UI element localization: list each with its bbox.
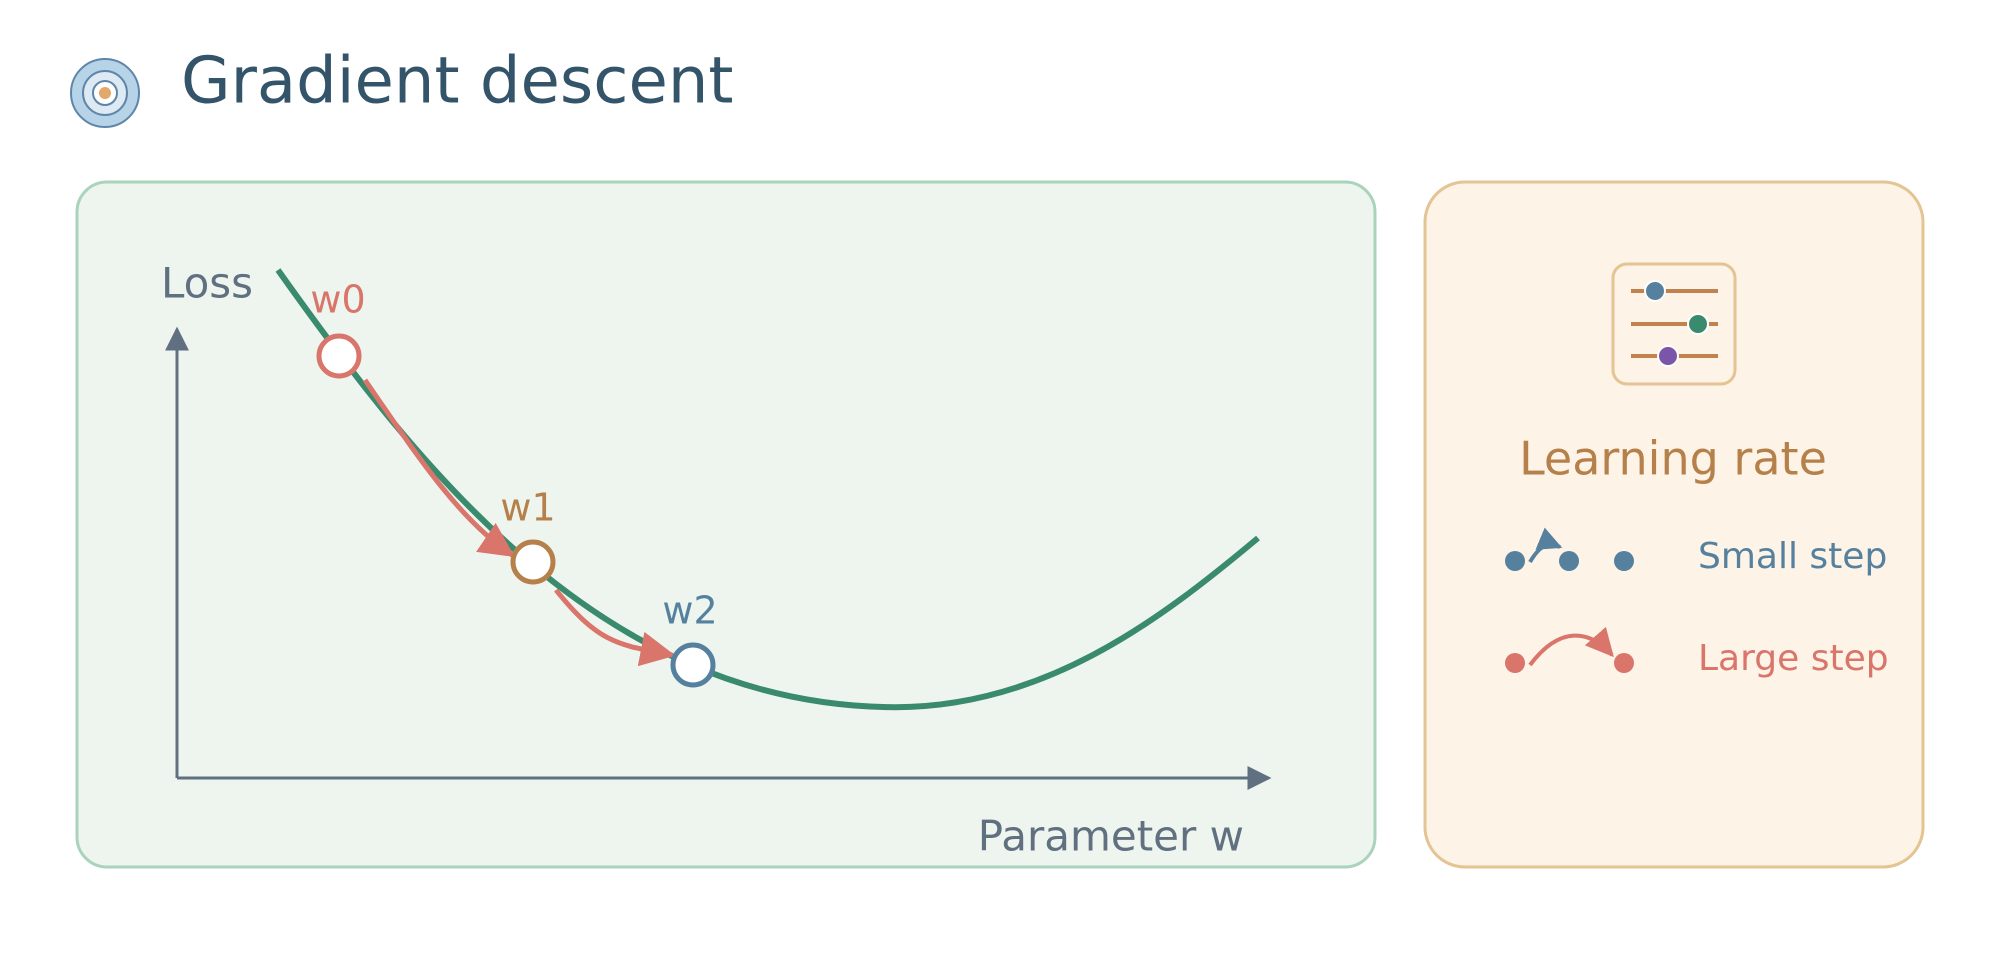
point-label: w0 (310, 278, 365, 322)
header-icon (70, 58, 140, 128)
large-step-icon (1505, 626, 1634, 673)
plot-panel (75, 180, 1377, 869)
x-axis-label: Parameter w (978, 812, 1244, 861)
point-label: w2 (662, 589, 717, 633)
small-step-icon (1505, 527, 1634, 571)
point-w1 (510, 539, 556, 585)
title: Gradient descent (181, 45, 733, 119)
legend-title: Learning rate (1519, 432, 1827, 486)
legend-icon (1611, 262, 1737, 386)
legend-item: Small step (1698, 536, 1887, 577)
legend-panel (1423, 180, 1925, 869)
point-w2 (670, 642, 716, 688)
step-arrow (362, 378, 515, 558)
y-axis-label: Loss (161, 259, 253, 308)
point-label: w1 (500, 486, 555, 530)
legend-item: Large step (1698, 638, 1889, 679)
step-arrow (554, 588, 676, 667)
point-w0 (316, 333, 362, 379)
